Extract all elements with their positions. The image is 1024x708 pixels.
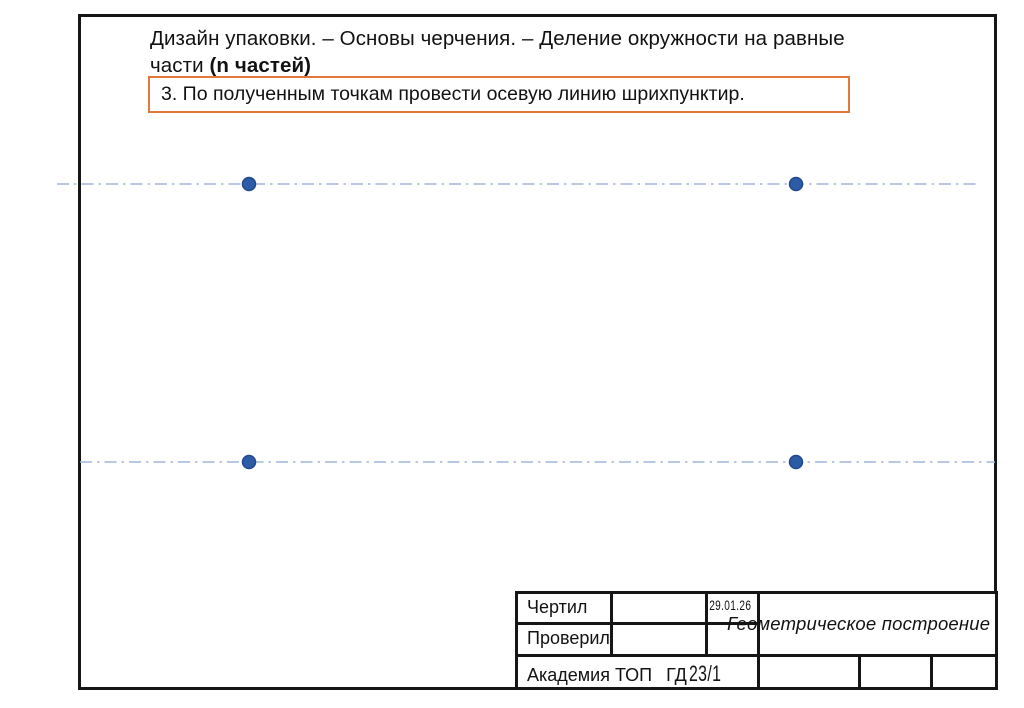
- title-block: [515, 591, 998, 690]
- drawing-title: Геометрическое построение: [727, 613, 991, 634]
- organization-label: Академия ТОП: [527, 665, 653, 685]
- title-block-line: [930, 654, 933, 690]
- instruction-text: 3. По полученным точкам провести осевую …: [161, 83, 745, 105]
- slide-border: [78, 14, 997, 690]
- drawn-by-label: Чертил: [527, 597, 588, 617]
- checked-by-label: Проверил: [527, 628, 610, 648]
- title-parts-count: (n частей): [209, 54, 312, 77]
- title-block-line: [515, 622, 760, 625]
- title-block-line: [515, 654, 998, 657]
- date-value: 29.01.26: [701, 597, 759, 613]
- organization-row: Академия ТОП ГД 23/1: [527, 661, 734, 687]
- title-line-2: части: [150, 54, 204, 77]
- title-block-line: [858, 654, 861, 690]
- instruction-box: 3. По полученным точкам провести осевую …: [148, 76, 850, 113]
- title-block-line: [757, 591, 760, 690]
- slide-title: Дизайн упаковки. – Основы черчения. – Де…: [150, 25, 960, 79]
- title-line-1: Дизайн упаковки. – Основы черчения. – Де…: [150, 27, 845, 50]
- date-text: 29.01.26: [709, 597, 752, 613]
- group-label: ГД: [666, 665, 687, 685]
- group-number: 23/1: [688, 661, 722, 686]
